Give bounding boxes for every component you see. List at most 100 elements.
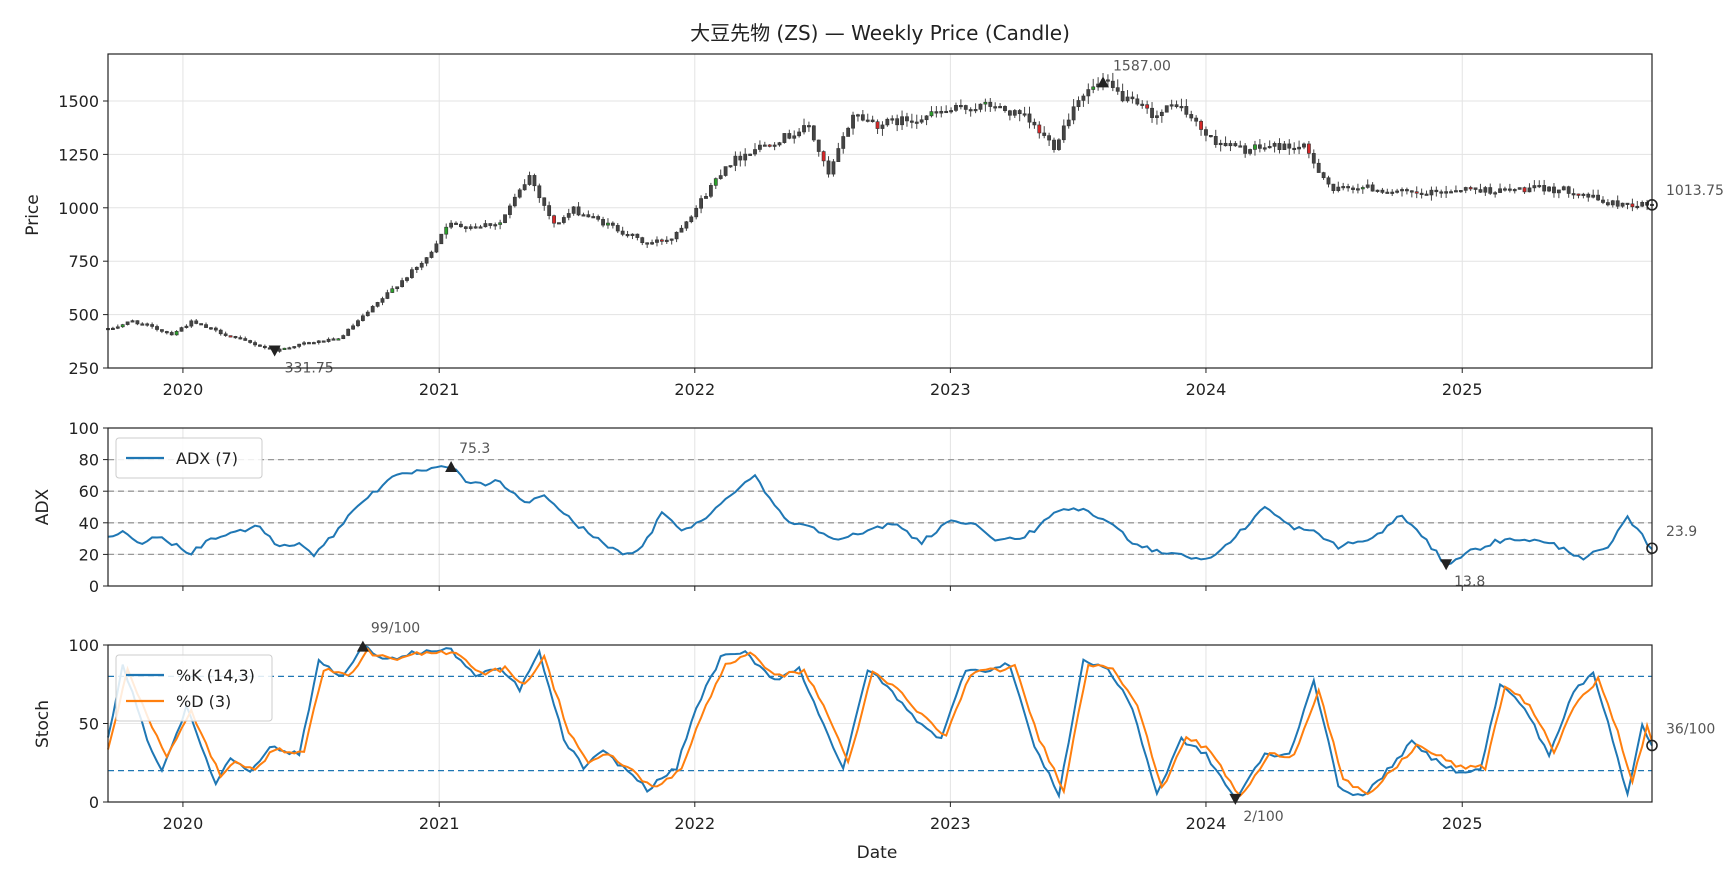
- candle-body: [1262, 147, 1267, 150]
- candle-body: [380, 298, 385, 303]
- candle-body: [498, 222, 503, 225]
- candle-body: [1066, 119, 1071, 127]
- candle-body: [503, 214, 507, 224]
- candle-body: [1159, 111, 1164, 117]
- candle-body: [880, 124, 885, 129]
- candle-body: [655, 239, 659, 243]
- candle-body: [1125, 96, 1130, 102]
- candle-body: [993, 106, 998, 109]
- candle-body: [973, 109, 978, 112]
- candle-body: [1542, 185, 1547, 192]
- candle-body: [934, 111, 939, 114]
- candle-body: [1375, 189, 1380, 192]
- candle-body: [900, 116, 904, 126]
- stoch-axes: 0 50 100 2020 2021 2022 2023 2024 2025: [68, 636, 1653, 833]
- candle-body: [1037, 124, 1042, 134]
- candle-body: [988, 101, 993, 107]
- candle-body: [1586, 193, 1591, 198]
- candle-body: [1547, 186, 1551, 192]
- series-line: [107, 643, 1653, 800]
- candle-body: [728, 165, 733, 168]
- candle-body: [238, 337, 243, 340]
- x-tick-label: 2024: [1186, 380, 1227, 399]
- candle-body: [689, 216, 694, 223]
- x-tick-label: 2022: [674, 814, 715, 833]
- candle-body: [1326, 177, 1331, 185]
- candle-body: [483, 223, 488, 228]
- max-annotation: 99/100: [371, 621, 420, 637]
- candle-body: [1071, 106, 1076, 121]
- candle-body: [762, 144, 767, 147]
- candle-body: [998, 106, 1002, 109]
- legend-label: %D (3): [176, 692, 231, 711]
- candle-body: [1473, 187, 1478, 190]
- y-tick-label: 40: [79, 514, 99, 533]
- candle-body: [1321, 172, 1326, 179]
- candle-body: [532, 175, 537, 187]
- candle-body: [743, 153, 748, 161]
- stoch-ylabel: Stoch: [33, 700, 53, 748]
- price-grid: [108, 54, 1652, 369]
- candle-body: [566, 213, 571, 218]
- candle-body: [1439, 191, 1444, 194]
- candle-body: [1517, 187, 1522, 190]
- candle-body: [204, 324, 208, 328]
- candle-body: [1532, 185, 1537, 189]
- candle-body: [395, 286, 400, 290]
- candle-body: [341, 335, 346, 339]
- y-tick-label: 0: [89, 793, 99, 812]
- candle-body: [821, 151, 826, 162]
- candle-body: [1316, 162, 1321, 173]
- candle-body: [1552, 186, 1556, 194]
- x-tick-label: 2022: [674, 380, 715, 399]
- candle-body: [1556, 189, 1561, 194]
- candle-body: [174, 331, 179, 336]
- candle-body: [547, 205, 552, 216]
- candle-body: [262, 345, 267, 349]
- candle-body: [1527, 187, 1532, 193]
- candle-body: [958, 105, 963, 108]
- candle-body: [1351, 187, 1355, 190]
- legend-label: ADX (7): [176, 449, 238, 468]
- candle-body: [1488, 187, 1493, 194]
- candle-body: [1615, 200, 1620, 207]
- candle-body: [1228, 143, 1233, 147]
- x-tick-label: 2023: [930, 380, 971, 399]
- candle-body: [606, 222, 610, 226]
- candle-body: [233, 336, 238, 339]
- candle-body: [758, 144, 762, 150]
- candle-body: [1454, 190, 1458, 193]
- candle-body: [841, 136, 846, 149]
- candle-body: [1429, 189, 1434, 196]
- x-tick-label: 2021: [419, 380, 460, 399]
- candle-body: [1390, 191, 1395, 194]
- candle-body: [890, 118, 895, 121]
- candle-body: [1130, 96, 1135, 100]
- candle-body: [557, 222, 561, 225]
- candle-body: [699, 198, 703, 209]
- candle-body: [1483, 187, 1488, 193]
- candle-body: [331, 338, 336, 341]
- candle-body: [1434, 189, 1439, 193]
- chart-title: 大豆先物 (ZS) — Weekly Price (Candle): [690, 21, 1070, 45]
- candle-body: [375, 302, 380, 307]
- candle-body: [939, 110, 944, 114]
- candle-body: [851, 114, 855, 129]
- candle-body: [1610, 200, 1615, 206]
- candle-body: [409, 269, 414, 278]
- candle-body: [664, 239, 669, 242]
- candle-body: [248, 340, 253, 343]
- candle-body: [826, 160, 831, 175]
- candle-body: [1400, 189, 1404, 192]
- candle-body: [449, 222, 454, 228]
- candle-body: [797, 131, 802, 137]
- price-candles: [106, 72, 1654, 353]
- candle-body: [1561, 186, 1566, 191]
- candle-body: [390, 288, 395, 293]
- candle-body: [1267, 146, 1272, 149]
- min-marker: [268, 345, 281, 357]
- candle-body: [302, 342, 306, 345]
- candle-body: [1292, 147, 1297, 151]
- candle-body: [1007, 110, 1012, 116]
